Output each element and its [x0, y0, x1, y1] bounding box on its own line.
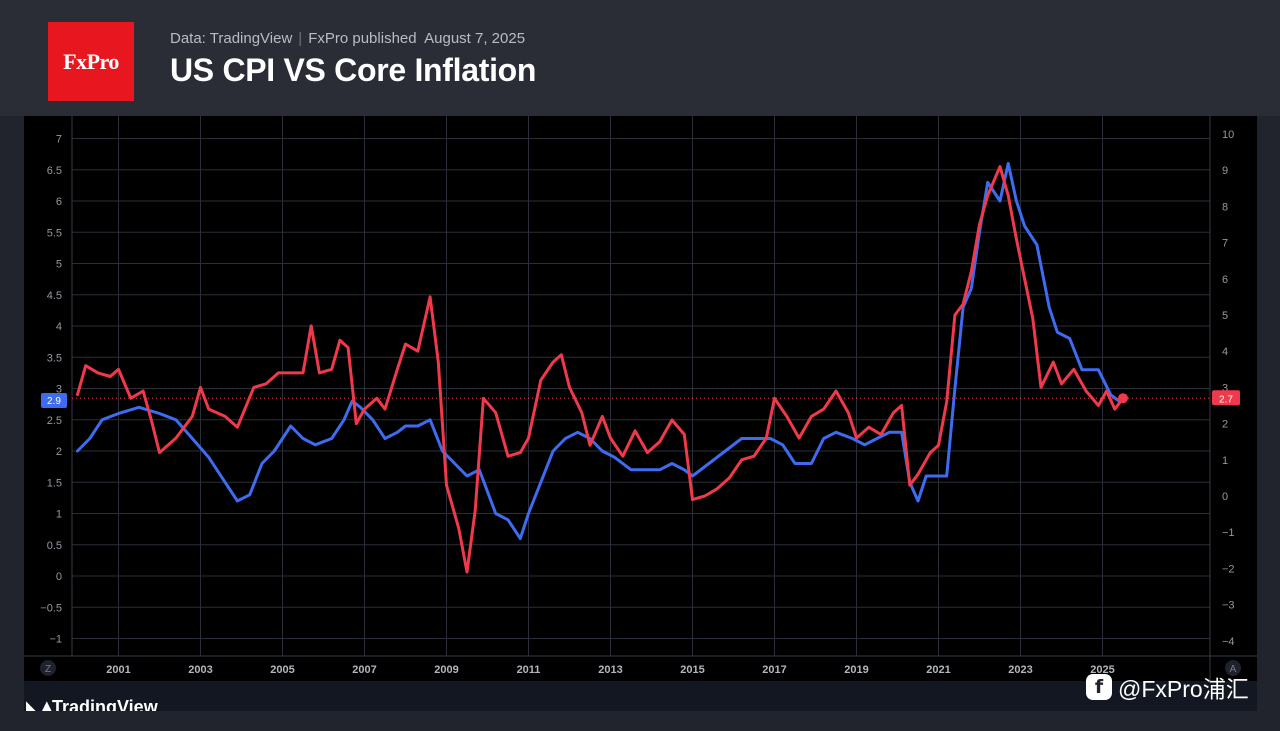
core-inflation-line[interactable]: [76, 162, 1121, 540]
y-tick-right: 8: [1222, 201, 1228, 213]
x-tick: 2023: [1008, 664, 1032, 676]
y-tick-right: 0: [1222, 491, 1228, 503]
line-chart[interactable]: −1 −0.5 0 0.5 1 1.5 2 2.5 3 3.5 4 4.5 5 5.5 6 6.5 7 2001 2…: [24, 116, 1257, 681]
zoom-button-label: Z: [45, 664, 51, 675]
x-tick: 2019: [844, 664, 868, 676]
y-tick-left: 6.5: [47, 165, 62, 177]
y-tick-right: −2: [1222, 563, 1235, 575]
watermark-label: @FxPro浦汇: [1118, 676, 1249, 702]
y-tick-left: 4.5: [47, 290, 62, 302]
last-point-marker: [1118, 393, 1128, 404]
last-value-left: 2.9: [47, 396, 61, 407]
chart-panel[interactable]: −1 −0.5 0 0.5 1 1.5 2 2.5 3 3.5 4 4.5 5 5.5 6 6.5 7 2001 2…: [24, 116, 1257, 681]
y-tick-right: 1: [1222, 455, 1228, 467]
x-tick: 2025: [1090, 664, 1114, 676]
y-tick-right: 2: [1222, 419, 1228, 431]
y-tick-right: 3: [1222, 382, 1228, 394]
brand-f-icon: f: [1086, 674, 1112, 700]
y-tick-left: 0.5: [47, 540, 62, 552]
logo-text: FxPro: [63, 48, 119, 74]
y-tick-left: 1: [56, 509, 62, 521]
y-tick-right: 6: [1222, 274, 1228, 286]
y-tick-right: −1: [1222, 527, 1235, 539]
data-source: Data: TradingView: [170, 30, 293, 47]
x-tick: 2021: [926, 664, 950, 676]
auto-scale-label: A: [1230, 664, 1237, 675]
x-tick: 2009: [434, 664, 458, 676]
x-tick: 2003: [188, 664, 212, 676]
last-value-badge-left: [41, 393, 67, 408]
y-tick-left: 4: [56, 321, 62, 333]
tradingview-logo: ◣▲TradingView: [26, 697, 158, 711]
y-tick-right: 7: [1222, 238, 1228, 250]
publication-meta: Data: TradingView | FxPro published August…: [170, 30, 525, 47]
separator: |: [298, 30, 303, 47]
page-title: US CPI VS Core Inflation: [170, 52, 537, 88]
y-tick-right: −3: [1222, 600, 1235, 612]
y-tick-left: 3.5: [47, 352, 62, 364]
y-tick-right: 9: [1222, 165, 1228, 177]
y-tick-left: 3: [56, 384, 62, 396]
watermark: f @FxPro浦汇: [1086, 670, 1249, 704]
y-tick-right: 5: [1222, 310, 1228, 322]
x-tick: 2005: [270, 664, 294, 676]
publish-date: August 7, 2025: [424, 30, 526, 47]
publisher: FxPro published: [308, 30, 417, 47]
y-tick-left: 0: [56, 571, 62, 583]
y-tick-left: 7: [56, 134, 62, 146]
tradingview-footer: ◣▲TradingView: [24, 681, 1257, 711]
y-tick-left: 5: [56, 259, 62, 271]
y-tick-left: −1: [49, 634, 62, 646]
header: FxPro Data: TradingView | FxPro published …: [0, 0, 1280, 116]
cpi-line[interactable]: [76, 165, 1125, 574]
x-tick: 2007: [352, 664, 376, 676]
x-tick: 2015: [680, 664, 704, 676]
y-tick-right: −4: [1222, 636, 1235, 648]
x-tick: 2011: [517, 664, 541, 676]
tradingview-label: TradingView: [52, 697, 158, 711]
zoom-button[interactable]: [40, 660, 56, 676]
y-tick-left: −0.5: [40, 602, 62, 614]
y-tick-left: 2.5: [47, 415, 62, 427]
x-tick: 2017: [762, 664, 786, 676]
fxpro-logo: FxPro: [48, 22, 134, 101]
y-tick-left: 5.5: [47, 227, 62, 239]
y-tick-right: 10: [1222, 129, 1234, 141]
y-tick-right: 4: [1222, 346, 1228, 358]
y-tick-left: 1.5: [47, 477, 62, 489]
x-tick: 2001: [106, 664, 130, 676]
last-value-right: 2.7: [1219, 394, 1233, 405]
auto-scale-button[interactable]: [1225, 660, 1241, 676]
x-tick: 2013: [598, 664, 622, 676]
last-value-badge-right: [1212, 390, 1240, 406]
y-tick-left: 6: [56, 196, 62, 208]
tradingview-mark-icon: ◣▲: [26, 697, 54, 711]
y-tick-left: 2: [56, 446, 62, 458]
